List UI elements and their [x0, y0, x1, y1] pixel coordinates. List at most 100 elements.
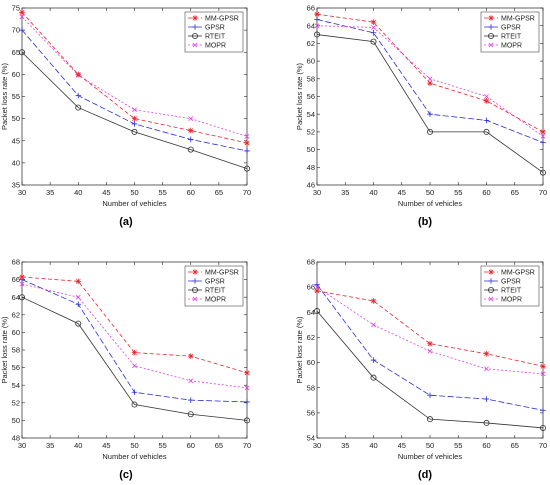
panel-d-ytick-label: 66	[307, 283, 315, 292]
panel-a-point-mopr	[188, 116, 194, 122]
panel-d-point-mm-gpsr	[540, 363, 546, 370]
panel-c-xtick-label: 60	[187, 441, 195, 450]
panel-b-point-mopr	[371, 25, 376, 30]
panel-a-xtick-label: 70	[243, 188, 251, 197]
panel-a-legend-marker	[192, 15, 198, 21]
panel-c-series-rteit	[18, 294, 250, 424]
panel-a-point-rteit	[243, 165, 250, 172]
panel-c-point-rteit	[18, 294, 25, 301]
panel-a-legend-marker	[192, 42, 198, 48]
panel-a-point-mopr	[132, 107, 137, 113]
panel-d-point-rteit	[540, 424, 547, 431]
panel-d-point-gpsr	[370, 357, 377, 363]
panel-d-legend-marker	[488, 296, 494, 302]
panel-b-ylabel: Packet loss rate (%)	[295, 62, 304, 130]
panel-a-legend-label: RTEIT	[205, 34, 226, 41]
panel-c-legend-label: RTEIT	[205, 288, 226, 295]
panel-d-point-mopr	[540, 371, 546, 377]
panel-b-ytick-label: 66	[307, 4, 315, 13]
panel-a-xtick-label: 65	[215, 188, 223, 197]
panel-c-point-rteit	[75, 320, 82, 327]
panel-c-point-mopr	[75, 294, 81, 300]
panel-a-legend-marker	[191, 33, 198, 40]
panel-b-series-gpsr	[314, 16, 546, 146]
panel-d-legend-marker	[487, 286, 494, 293]
panel-d-point-gpsr	[483, 396, 490, 402]
panel-c-legend-marker	[192, 296, 198, 302]
panel-c-point-rteit	[243, 417, 250, 424]
panel-b-line-rteit	[316, 34, 544, 173]
panel-a-xtick-label: 50	[130, 188, 138, 197]
panel-a-xtick-label: 40	[74, 188, 82, 197]
panel-c-ylabel: Packet loss rate (%)	[0, 316, 9, 384]
panel-a-point-mopr	[19, 14, 25, 20]
panel-a-ytick-label: 45	[12, 136, 20, 145]
panel-d-xtick-label: 40	[369, 441, 377, 450]
panel-b-point-mm-gpsr	[427, 80, 433, 87]
panel-b-point-mm-gpsr	[483, 98, 490, 104]
panel-d-line-mopr	[316, 286, 544, 375]
panel-d-point-mm-gpsr	[314, 288, 320, 294]
panel-b-point-mopr	[314, 23, 320, 29]
panel-d-legend-label: RTEIT	[501, 288, 522, 295]
panel-b-xtick-label: 40	[369, 188, 377, 197]
panel-b-point-gpsr	[540, 139, 546, 146]
panel-b-ytick-label: 46	[307, 181, 315, 190]
panel-b-legend-marker	[488, 15, 494, 21]
panel-d-legend-label: GPSR	[501, 279, 521, 286]
panel-c-legend-label: MM-GPSR	[205, 270, 239, 277]
panel-a-xtick-label: 55	[158, 188, 166, 197]
panel-c-xtick-label: 45	[102, 441, 110, 450]
panel-c-point-gpsr	[244, 399, 250, 405]
panel-b-xtick-label: 30	[313, 188, 321, 197]
panel-a-point-gpsr	[244, 148, 250, 154]
panel-b-ytick-label: 56	[307, 92, 315, 101]
panel-d-legend-label: MM-GPSR	[501, 270, 535, 277]
panel-c-line-rteit	[21, 296, 248, 421]
panel-a-point-mm-gpsr	[19, 9, 25, 16]
panel-c-ytick-label: 56	[12, 363, 20, 372]
panel-a-ytick-label: 55	[12, 92, 20, 101]
panel-b-point-rteit	[313, 31, 320, 38]
panel-d-point-mopr	[484, 366, 489, 372]
panel-d-series-mopr	[314, 284, 546, 377]
panel-d-xlabel: Number of vehicles	[398, 452, 462, 461]
panel-b-series-rteit	[313, 31, 547, 176]
panel-d-legend-marker	[488, 269, 494, 275]
panel-b-point-mm-gpsr	[370, 19, 377, 25]
panel-c-line-mm-gpsr	[21, 276, 248, 374]
panel-b-legend: MM-GPSR GPSR RTEIT MOPR	[480, 11, 540, 53]
panel-b-point-gpsr	[483, 117, 490, 124]
panel-d-xtick-label: 60	[482, 441, 490, 450]
panel-c: 30 35 40 45 50 55 60 65 70 48 50 52 54 56 58 60 62 64 66 68…	[0, 258, 251, 481]
panel-b-legend-marker	[488, 24, 494, 30]
panel-b-xtick-label: 55	[454, 188, 462, 197]
panel-c-xtick-label: 65	[215, 441, 223, 450]
panel-d-ytick-label: 54	[307, 434, 315, 443]
panel-b-ytick-label: 50	[307, 145, 315, 154]
panel-a-ylabel: Packet loss rate (%)	[0, 62, 9, 130]
panel-a-line-rteit	[21, 51, 248, 170]
panel-a-xtick-label: 35	[46, 188, 54, 197]
panel-b-point-rteit	[370, 38, 377, 45]
panel-b-ytick-label: 62	[307, 39, 315, 48]
panel-c-ytick-label: 68	[12, 258, 20, 267]
panel-a-ytick-label: 50	[12, 114, 20, 123]
panel-c-point-mm-gpsr	[244, 370, 250, 376]
panel-d-xtick-label: 35	[341, 441, 349, 450]
panel-b-ytick-label: 60	[307, 57, 315, 66]
panel-d-series-mm-gpsr	[314, 288, 546, 370]
panel-d-point-rteit	[483, 419, 490, 426]
panel-b-ytick-label: 64	[307, 21, 315, 30]
panel-a-point-mm-gpsr	[244, 140, 250, 146]
panel-a-legend-marker	[192, 24, 198, 30]
panel-a-point-mopr	[244, 133, 250, 139]
panel-c-point-gpsr	[75, 301, 82, 308]
panel-a-ytick-label: 70	[12, 26, 20, 35]
panel-a-point-gpsr	[19, 27, 25, 33]
panel-b-xtick-label: 70	[539, 188, 547, 197]
panel-a-point-gpsr	[131, 121, 138, 127]
panel-a-xtick-label: 60	[187, 188, 195, 197]
panel-b-ytick-label: 48	[307, 163, 315, 172]
panel-d-ytick-label: 58	[307, 383, 315, 392]
